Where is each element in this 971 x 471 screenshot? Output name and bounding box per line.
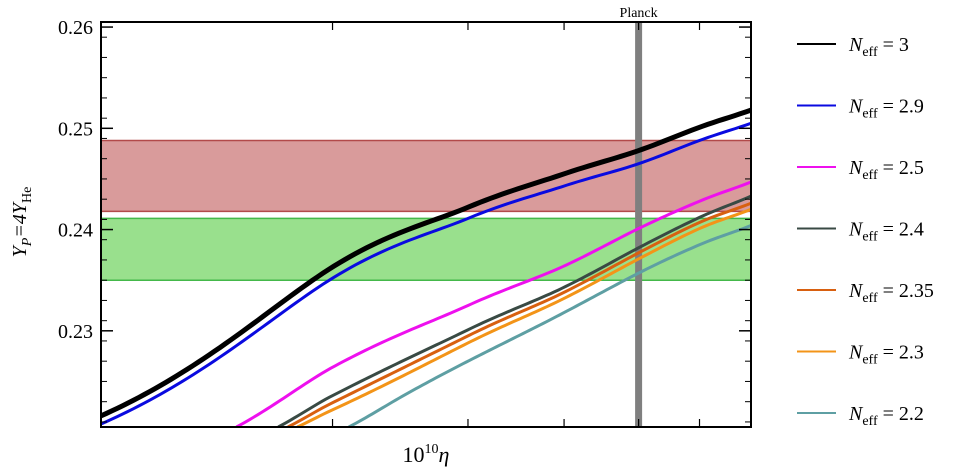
legend-label-1: Neff = 2.9 (848, 96, 924, 122)
planck-line (635, 22, 643, 427)
legend-label-2: Neff = 2.5 (848, 157, 924, 183)
legend-label-5: Neff = 2.3 (848, 342, 924, 368)
band-1 (101, 218, 751, 281)
series-line-6 (348, 224, 751, 427)
y-axis-label: YP=4YHe (9, 187, 35, 258)
series-line-1 (101, 121, 751, 426)
planck-line-layer: Planck (620, 6, 658, 427)
series-line-2 (235, 180, 751, 427)
axis-labels-layer: 1010η YP=4YHe (9, 187, 449, 467)
y-tick-label-2: 0.25 (58, 118, 93, 140)
legend-label-0: Neff = 3 (848, 34, 909, 60)
bands-layer (101, 139, 751, 281)
plot-frame (100, 21, 752, 428)
y-tick-label-0: 0.23 (58, 321, 93, 343)
series-line-3 (277, 194, 751, 427)
legend-label-3: Neff = 2.4 (848, 219, 924, 245)
series-line-5 (296, 207, 751, 427)
series-line-0 (101, 107, 751, 419)
band-0 (101, 140, 751, 212)
series-layer (101, 107, 751, 427)
legend-label-6: Neff = 2.2 (848, 403, 924, 429)
planck-label: Planck (620, 6, 658, 21)
ticks-layer: 0.23 0.24 0.25 0.26 (58, 17, 751, 427)
y-tick-label-3: 0.26 (58, 17, 93, 39)
legend: Neff = 3 Neff = 2.9 Neff = 2.5 Neff = 2.4 Ne… (797, 34, 934, 429)
y-tick-label-1: 0.24 (58, 220, 93, 242)
x-axis-label: 1010η (403, 442, 450, 467)
legend-label-4: Neff = 2.35 (848, 280, 934, 306)
series-line-4 (287, 201, 751, 427)
